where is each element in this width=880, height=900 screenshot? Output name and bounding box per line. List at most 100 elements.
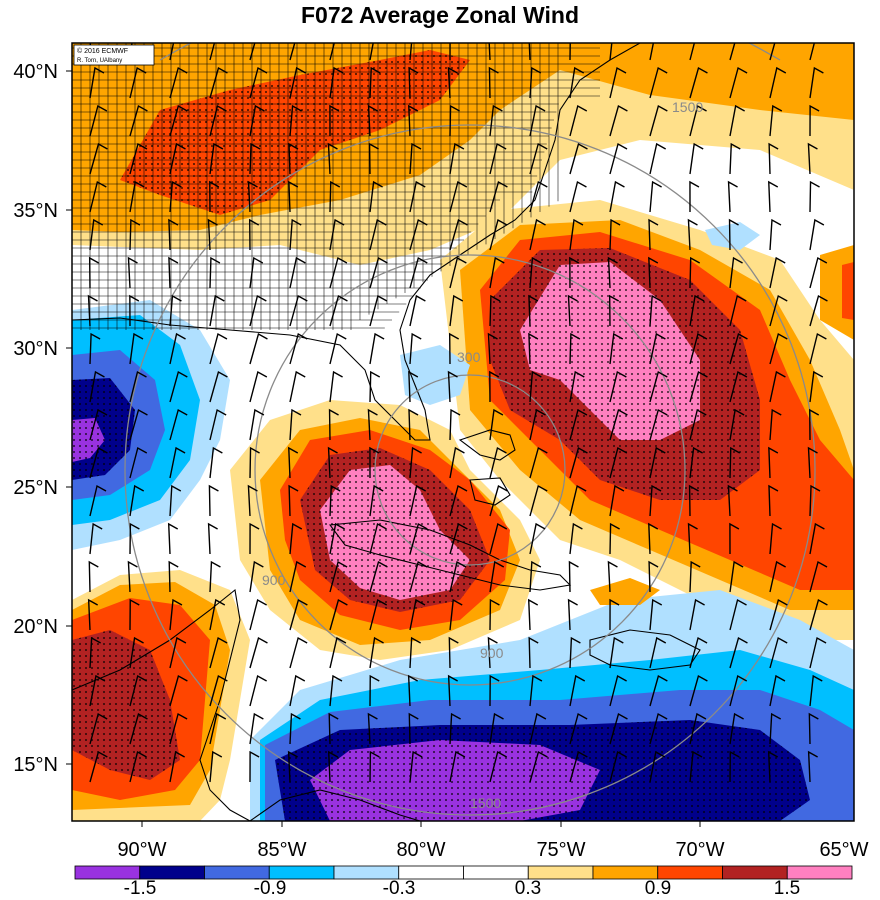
wind-barb bbox=[249, 598, 267, 631]
wind-barb bbox=[367, 408, 378, 441]
wind-barb bbox=[329, 560, 348, 593]
wind-barb bbox=[169, 332, 186, 365]
wind-barb bbox=[129, 142, 148, 175]
wind-barb bbox=[129, 218, 141, 251]
lon-label-85: 85°W bbox=[257, 839, 306, 861]
wind-barb bbox=[289, 66, 306, 99]
wind-barb bbox=[689, 180, 700, 213]
wind-barb bbox=[169, 674, 188, 707]
wind-barb bbox=[609, 598, 620, 631]
wind-barb bbox=[649, 43, 655, 61]
wind-barb bbox=[89, 104, 108, 137]
wind-barb bbox=[569, 446, 588, 479]
colorbar-labels: -1.5 -0.9 -0.3 0.3 0.9 1.5 bbox=[124, 878, 801, 899]
wind-barb bbox=[89, 674, 106, 707]
wind-barb bbox=[609, 142, 628, 175]
wind-barb bbox=[369, 674, 380, 707]
wind-barb bbox=[449, 598, 463, 631]
wind-barb bbox=[729, 598, 747, 631]
wind-barb bbox=[529, 66, 542, 99]
wind-barb bbox=[487, 332, 498, 365]
height-contours bbox=[124, 43, 816, 816]
wind-barb bbox=[168, 218, 179, 251]
wind-barb bbox=[729, 674, 748, 707]
wind-barb bbox=[409, 598, 426, 631]
wind-barb bbox=[289, 370, 306, 403]
wind-barb bbox=[369, 636, 384, 669]
wind-barb bbox=[689, 43, 696, 61]
wind-barb bbox=[409, 180, 426, 213]
wind-barb bbox=[488, 43, 491, 61]
wind-barb bbox=[209, 712, 227, 745]
wind-barb bbox=[569, 408, 588, 441]
wind-barb bbox=[327, 446, 338, 479]
wind-barb bbox=[809, 332, 827, 365]
wind-barb bbox=[529, 104, 546, 137]
longitude-ticks bbox=[141, 821, 701, 827]
lat-label-35: 35°N bbox=[13, 200, 58, 222]
wind-barb bbox=[129, 446, 148, 479]
wind-barb bbox=[209, 370, 228, 403]
wind-barb bbox=[609, 636, 624, 669]
wind-barb bbox=[649, 180, 662, 213]
wind-barb bbox=[449, 142, 465, 175]
wind-barb bbox=[408, 712, 419, 745]
wind-barb bbox=[569, 180, 587, 213]
wind-barb bbox=[489, 142, 507, 175]
contour-label-900-west: 900 bbox=[262, 572, 286, 588]
wind-barb bbox=[169, 66, 188, 99]
wind-barb bbox=[409, 218, 428, 251]
wind-barb bbox=[608, 294, 620, 327]
wind-barb bbox=[529, 712, 547, 745]
wind-barb bbox=[289, 636, 308, 669]
wind-barb bbox=[289, 218, 302, 251]
wind-barb bbox=[169, 750, 185, 783]
wind-barb bbox=[529, 446, 548, 479]
latitude-ticks bbox=[66, 70, 72, 765]
wind-barb bbox=[529, 142, 548, 175]
wind-barb bbox=[447, 674, 458, 707]
wind-barb bbox=[369, 370, 381, 403]
wind-barb bbox=[648, 560, 659, 593]
wind-barb bbox=[687, 522, 698, 555]
longitude-labels: 90°W 85°W 80°W 75°W 70°W 65°W bbox=[117, 839, 868, 861]
wind-barb bbox=[409, 256, 428, 289]
wind-barb bbox=[249, 636, 268, 669]
wind-barb bbox=[129, 408, 148, 441]
credit-line-1: © 2016 ECMWF bbox=[77, 47, 128, 55]
wind-barb bbox=[809, 598, 828, 631]
wind-barb bbox=[247, 180, 258, 213]
wind-barb bbox=[489, 446, 507, 479]
wind-barb bbox=[567, 598, 578, 631]
wind-barb bbox=[328, 408, 339, 441]
wind-barb bbox=[489, 370, 500, 403]
wind-barb bbox=[448, 636, 459, 669]
wind-barb bbox=[569, 104, 588, 137]
wind-barb bbox=[329, 104, 340, 137]
wind-barb bbox=[449, 560, 467, 593]
wind-barb bbox=[609, 218, 621, 251]
wind-barb bbox=[649, 294, 662, 327]
wind-barb bbox=[489, 294, 501, 327]
wind-barb bbox=[209, 598, 226, 631]
wind-barb bbox=[289, 294, 308, 327]
wind-barb bbox=[327, 142, 338, 175]
wind-barb bbox=[569, 674, 586, 707]
wind-barb bbox=[369, 750, 380, 783]
wind-barb bbox=[769, 256, 786, 289]
wind-barb bbox=[449, 484, 468, 517]
wind-barb bbox=[609, 43, 613, 61]
wind-barb bbox=[249, 104, 265, 137]
wind-barb bbox=[769, 218, 782, 251]
wind-barb bbox=[409, 446, 422, 479]
wind-barb bbox=[368, 142, 379, 175]
lon-label-90: 90°W bbox=[117, 839, 166, 861]
wind-barb bbox=[209, 43, 216, 61]
wind-barb bbox=[249, 370, 268, 403]
wind-barb bbox=[649, 408, 668, 441]
wind-barb bbox=[169, 142, 186, 175]
wind-barb bbox=[449, 43, 451, 61]
wind-barb bbox=[727, 484, 738, 517]
wind-barb bbox=[689, 294, 705, 327]
wind-barb bbox=[729, 712, 744, 745]
